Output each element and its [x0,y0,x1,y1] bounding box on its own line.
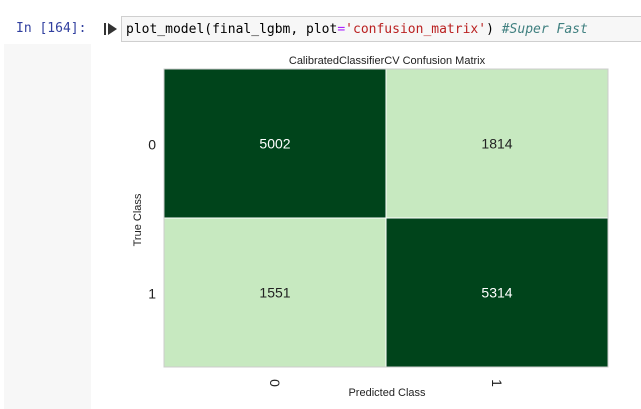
confusion-matrix-plot: CalibratedClassifierCV Confusion Matrix … [91,44,641,409]
y-tick-label: 0 [148,137,156,153]
heatmap-cell-1-1 [385,217,609,368]
heatmap-cell-0-0 [163,68,387,219]
code-string: 'confusion_matrix' [345,22,487,37]
code-open-paren: ( [204,22,213,37]
heatmap-cell-0-1 [385,68,609,219]
run-cell-icon[interactable] [104,22,118,36]
cell-value-0-0: 5002 [259,136,290,152]
cell-value-1-1: 5314 [481,285,512,301]
chart-title: CalibratedClassifierCV Confusion Matrix [289,55,486,67]
code-comment: #Super Fast [501,22,588,37]
y-axis-label: True Class [132,193,144,246]
x-tick-label: 0 [267,379,283,387]
heatmap-border [163,68,609,368]
code-equals: = [337,22,346,37]
heatmap-cell-1-0 [163,217,387,368]
code-input[interactable]: plot_model(final_lgbm, plot='confusion_m… [121,16,641,42]
input-prompt: In [164]: [16,21,87,36]
cell-value-1-0: 1551 [259,285,290,301]
output-prompt-area [4,44,91,409]
cell-value-0-1: 1814 [481,136,512,152]
y-tick-label: 1 [148,286,156,302]
code-close-paren: ) [486,22,494,37]
code-function: plot_model [126,22,205,37]
code-line: plot_model(final_lgbm, plot='confusion_m… [126,21,588,38]
code-args: final_lgbm, plot [212,22,338,37]
x-axis-label: Predicted Class [348,387,426,399]
confusion-matrix-chart: CalibratedClassifierCV Confusion Matrix … [132,55,609,399]
x-tick-label: 1 [489,379,505,387]
